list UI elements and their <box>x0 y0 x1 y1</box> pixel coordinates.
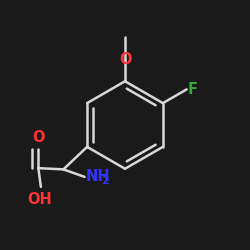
Text: F: F <box>188 82 198 97</box>
Text: O: O <box>32 130 44 145</box>
Text: O: O <box>119 52 131 68</box>
Text: OH: OH <box>27 192 52 207</box>
Text: NH: NH <box>86 169 110 184</box>
Text: 2: 2 <box>101 176 109 186</box>
